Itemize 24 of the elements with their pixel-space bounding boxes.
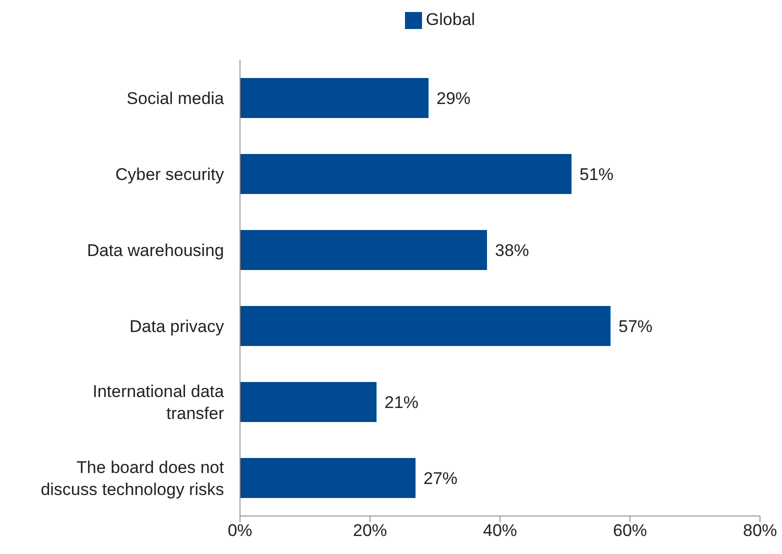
bar [240,458,416,498]
bar [240,382,376,422]
y-tick-label: Data privacy [130,316,224,336]
bar [240,230,487,270]
data-label: 38% [495,241,530,260]
x-tick-label: 0% [228,521,252,540]
data-label: 51% [580,165,614,184]
data-label: 27% [424,469,458,488]
y-tick-label: Cyber security [115,164,224,184]
data-label: 29% [436,89,471,108]
x-tick-label: 20% [352,521,388,540]
bar [240,78,428,118]
y-tick-label: International data transfer [92,382,225,422]
y-tick-label: Data warehousing [86,240,224,260]
data-label: 57% [618,317,653,336]
y-tick-label: Social media [126,88,225,108]
legend-label: Global [424,10,476,30]
bar [240,306,610,346]
data-label: 21% [384,393,419,412]
x-tick-label: 60% [612,521,648,540]
bar [240,154,572,194]
x-tick-label: 80% [742,521,778,540]
y-tick-label: The board does not discuss technology risks [40,458,224,498]
x-tick-label: 40% [482,521,518,540]
